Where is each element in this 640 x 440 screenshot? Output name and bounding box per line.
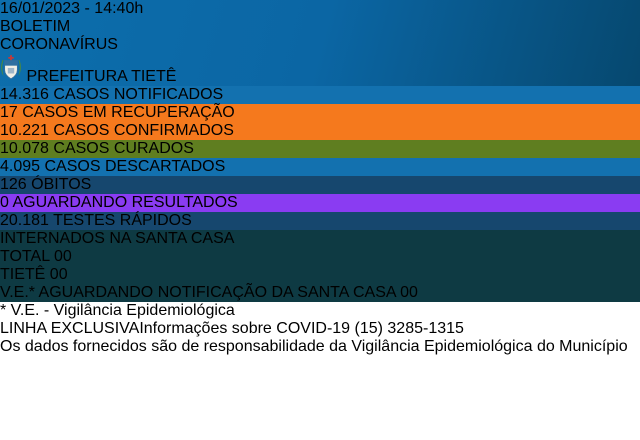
stat-label: TESTES RÁPIDOS (53, 212, 192, 229)
hospitalized-label-line1: INTERNADOS NA (0, 230, 131, 247)
stat-value: 126 (0, 176, 27, 193)
bulletin-title-line2: CORONAVÍRUS (0, 36, 118, 53)
logo-tiete-text: TIETÊ (131, 68, 177, 85)
ve-label-line3: DA SANTA CASA (271, 284, 396, 301)
stat-label-line1: CASOS (53, 122, 110, 139)
stat-label-line1: CASOS (53, 86, 110, 103)
bulletin-title: BOLETIM CORONAVÍRUS (0, 18, 640, 54)
ve-value: 00 (400, 284, 418, 301)
ve-label-line2: NOTIFICAÇÃO (157, 284, 268, 301)
hospitalized-label-line2: SANTA CASA (135, 230, 235, 247)
stat-label: CASOS DESCARTADOS (45, 158, 226, 175)
stat-card-obitos: 126 ÓBITOS (0, 176, 640, 194)
stat-label-line2: RECUPERAÇÃO (111, 104, 235, 121)
tiete-coat-of-arms-icon (0, 55, 26, 85)
stat-label-line1: CASOS EM (22, 104, 107, 121)
total-label: TOTAL (0, 248, 50, 265)
total-value: 00 (53, 248, 72, 265)
bulletin-datetime: 16/01/2023 - 14:40h (0, 0, 144, 17)
stat-label-line2: DESCARTADOS (104, 158, 226, 175)
stat-label-line2: RESULTADOS (131, 194, 238, 211)
hospitalized-total-section: TOTAL 00 (0, 248, 640, 266)
footnotes: * V.E. - Vigilância Epidemiológica LINHA… (0, 302, 640, 356)
stat-label: AGUARDANDO RESULTADOS (12, 194, 237, 211)
ve-label-line1: V.E.* AGUARDANDO (0, 284, 154, 301)
logo-wordmark: PREFEITURA TIETÊ (26, 68, 176, 85)
hospitalized-ve-section: V.E.* AGUARDANDO NOTIFICAÇÃO DA SANTA CA… (0, 284, 640, 302)
stat-label: CASOS EM RECUPERAÇÃO (22, 104, 235, 121)
stat-value: 10.078 (0, 140, 49, 157)
stat-value: 0 (0, 194, 9, 211)
stat-label: CASOS CONFIRMADOS (53, 122, 233, 139)
ve-footnote: * V.E. - Vigilância Epidemiológica (0, 302, 235, 319)
hospitalized-tiete-section: TIETÊ 00 (0, 266, 640, 284)
stat-value: 17 (0, 104, 18, 121)
stat-label-line1: AGUARDANDO (12, 194, 128, 211)
stat-card-casos-em-recuperacao: 17 CASOS EM RECUPERAÇÃO (0, 104, 640, 122)
prefeitura-tiete-logo: PREFEITURA TIETÊ (0, 54, 640, 86)
stat-value: 4.095 (0, 158, 41, 175)
stat-value: 20.181 (0, 212, 49, 229)
hotline-note: LINHA EXCLUSIVAInformações sobre COVID-1… (0, 320, 640, 338)
stat-label: CASOS CURADOS (53, 140, 193, 157)
stat-card-aguardando-resultados: 0 AGUARDANDO RESULTADOS (0, 194, 640, 212)
stat-label-line1: TESTES (53, 212, 116, 229)
stat-card-casos-descartados: 4.095 CASOS DESCARTADOS (0, 158, 640, 176)
stat-card-casos-curados: 10.078 CASOS CURADOS (0, 140, 640, 158)
stat-label-line1: ÓBITOS (31, 176, 92, 193)
tiete-label: TIETÊ (0, 266, 46, 283)
stat-label: ÓBITOS (31, 176, 91, 193)
hospitalized-label-section: INTERNADOS NA SANTA CASA (0, 230, 640, 248)
hotline-info: Informações sobre COVID-19 (15) 3285-131… (139, 320, 464, 337)
bulletin-body: 14.316 CASOS NOTIFICADOS 17 CASOS EM REC… (0, 86, 640, 356)
stats-grid: 14.316 CASOS NOTIFICADOS 17 CASOS EM REC… (0, 86, 640, 230)
logo-prefeitura-text: PREFEITURA (26, 68, 127, 85)
stat-label-line2: RÁPIDOS (119, 212, 192, 229)
bulletin-title-line1: BOLETIM (0, 18, 71, 35)
stat-card-testes-rapidos: 20.181 TESTES RÁPIDOS (0, 212, 640, 230)
tiete-value: 00 (49, 266, 68, 283)
stat-label-line1: CASOS (53, 140, 110, 157)
stat-label: CASOS NOTIFICADOS (53, 86, 223, 103)
stat-card-casos-confirmados: 10.221 CASOS CONFIRMADOS (0, 122, 640, 140)
stat-card-casos-notificados: 14.316 CASOS NOTIFICADOS (0, 86, 640, 104)
hospitalized-bar: INTERNADOS NA SANTA CASA TOTAL 00 TIETÊ … (0, 230, 640, 302)
stat-label-line2: CURADOS (113, 140, 194, 157)
stat-value: 10.221 (0, 122, 49, 139)
stat-label-line2: NOTIFICADOS (113, 86, 224, 103)
stat-label-line2: CONFIRMADOS (113, 122, 234, 139)
disclaimer-text: Os dados fornecidos são de responsabilid… (0, 338, 628, 355)
coronavirus-bulletin-card: 16/01/2023 - 14:40h BOLETIM CORONAVÍRUS (0, 0, 640, 356)
stat-value: 14.316 (0, 86, 49, 103)
hotline-label: LINHA EXCLUSIVA (0, 320, 140, 337)
stat-label-line1: CASOS (44, 158, 101, 175)
bulletin-header: 16/01/2023 - 14:40h BOLETIM CORONAVÍRUS (0, 0, 640, 86)
